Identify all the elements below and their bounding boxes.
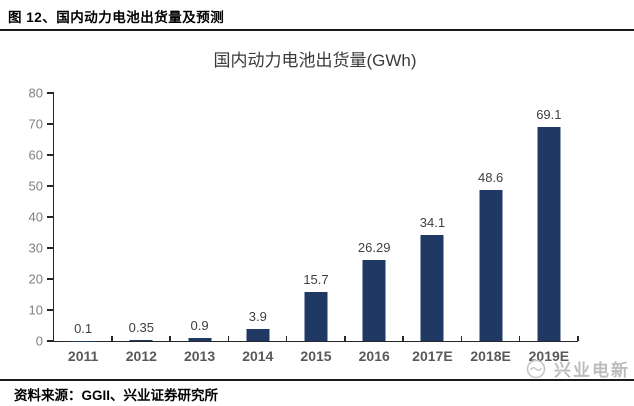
category-cell: 34.1 2017E [403,93,461,364]
category-cell: 26.29 2016 [345,93,403,364]
bar-value-label: 3.9 [248,308,267,324]
bar-value-label: 26.29 [357,239,391,255]
brand-name: 兴业电新 [554,361,630,380]
category-cell: 15.7 2015 [287,93,345,364]
category-cell: 0.9 2013 [170,93,228,364]
x-axis-tick [577,336,579,341]
y-tick-label: 10 [28,302,43,318]
y-axis-tick [47,247,54,249]
category-cell: 48.6 2018E [462,93,520,364]
x-tick-label: 2018E [470,348,511,364]
bar-value-label: 69.1 [536,106,562,122]
x-tick-label: 2013 [183,348,216,364]
bar [246,328,270,341]
footer-divider [0,379,634,381]
y-tick-label: 20 [28,271,43,287]
bar-value-label: 34.1 [419,215,446,231]
x-tick-label: 2017E [412,348,453,364]
figure-caption: 图 12、国内动力电池出货量及预测 [8,10,225,25]
x-axis-tick [227,336,230,341]
y-tick-label: 80 [28,85,43,101]
bar-value-label: 0.9 [190,318,209,334]
category-cell: 0.1 2011 [54,93,112,364]
y-tick-label: 60 [28,147,43,163]
x-tick-label: 2011 [67,348,99,364]
bar [129,339,153,341]
bar [479,190,503,341]
source-note: 资料来源：GGII、兴业证券研究所 [14,388,219,403]
x-axis-tick [111,336,113,341]
category-cell: 3.9 2014 [229,93,287,364]
x-axis-tick [344,336,346,341]
x-tick-label: 2016 [358,348,390,364]
y-axis-tick [47,216,54,218]
bar [420,235,444,341]
category-cell: 0.35 2012 [112,93,170,364]
bar [537,126,561,341]
y-axis-tick [47,185,54,187]
bar [188,338,212,341]
y-tick-label: 0 [35,333,43,349]
x-tick-label: 2015 [300,348,332,364]
bar-value-label: 15.7 [303,272,329,288]
brand-logo-icon [526,359,546,379]
y-axis-tick [47,340,54,342]
y-axis-tick [47,123,54,125]
brand-watermark: 兴业电新 [526,356,630,381]
x-tick-label: 2014 [242,348,274,364]
category-cell: 69.1 2019E [520,93,578,364]
x-axis-tick [518,336,521,341]
y-axis-tick [47,154,54,156]
y-axis-tick [47,309,54,311]
y-axis-tick [47,92,54,94]
x-axis-tick [460,336,463,341]
x-axis-tick [285,336,288,341]
bar-value-label: 0.1 [74,320,93,336]
y-tick-label: 70 [28,116,43,132]
y-tick-label: 50 [28,178,43,194]
chart-title: 国内动力电池出货量(GWh) [213,51,417,70]
bar [362,259,386,341]
x-axis-tick [402,336,404,341]
x-axis-tick [169,336,171,341]
bar-value-label: 0.35 [128,319,154,335]
header-divider [0,29,634,31]
y-tick-label: 30 [28,240,43,256]
x-tick-label: 2012 [125,348,157,364]
y-tick-label: 40 [28,209,43,225]
bar [304,292,328,341]
plot-area: 0.1 2011 0.35 2012 0.9 2013 3.9 2014 15.7 2015 26.… [29,86,579,364]
bar-series: 0.1 2011 0.35 2012 0.9 2013 3.9 2014 15.7 2015 26.… [54,93,578,364]
y-axis-tick [47,278,54,280]
bar-value-label: 48.6 [477,170,504,186]
